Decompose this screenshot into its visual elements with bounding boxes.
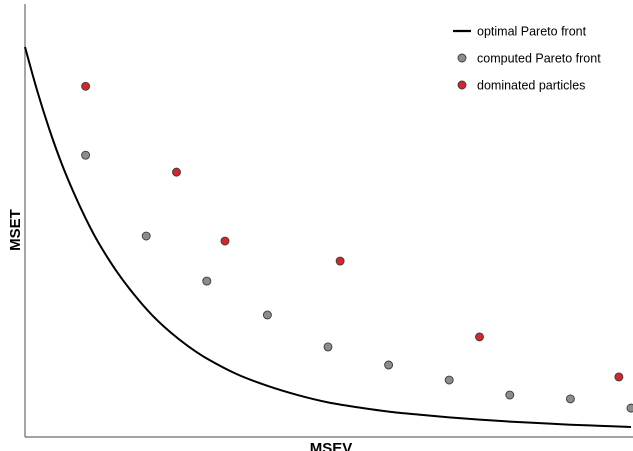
dominated-particles-point [335,256,345,266]
axes [24,4,633,438]
computed-pareto-front-point [202,276,212,286]
optimal-pareto-front-line [24,46,632,428]
computed-pareto-front-point [444,375,454,385]
legend-item-computed-pareto-front: computed Pareto front [457,52,601,66]
legend: optimal Pareto front computed Pareto fron… [453,25,601,93]
computed-pareto-front-point [565,394,575,404]
computed-pareto-front-point [81,150,91,160]
legend-dot-swatch [457,53,467,63]
legend-item-dominated-particles: dominated particles [457,79,585,93]
computed-pareto-front-point [626,403,633,413]
legend-label: dominated particles [477,79,585,93]
computed-pareto-front-point [384,360,394,370]
computed-pareto-front-point [262,310,272,320]
legend-item-optimal-pareto-front: optimal Pareto front [453,25,587,39]
dominated-particles-point [172,167,181,177]
dominated-particles-point [220,236,230,246]
computed-pareto-front-point [323,342,333,352]
computed-pareto-front-point [505,390,515,400]
y-axis-label: MSET [7,209,24,251]
x-axis-label: MSEV [310,440,353,451]
legend-label: computed Pareto front [477,52,601,66]
legend-dot-swatch [457,80,467,90]
legend-label: optimal Pareto front [477,25,587,39]
dominated-particles-point [614,372,624,382]
plot-area [24,46,633,428]
computed-pareto-front-point [141,231,151,241]
dominated-particles-point [81,81,91,91]
dominated-particles-point [475,332,484,342]
